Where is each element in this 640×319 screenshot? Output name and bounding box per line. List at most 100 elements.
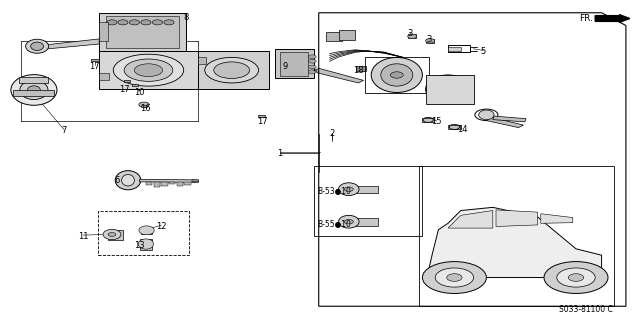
Polygon shape [192,180,198,182]
Text: 12: 12 [156,222,166,231]
Circle shape [141,20,151,25]
Polygon shape [169,182,175,184]
Bar [314,166,422,236]
Text: 2: 2 [329,130,334,138]
Text: 9: 9 [282,63,287,71]
Ellipse shape [103,229,121,240]
Bar [419,166,614,306]
Text: 17: 17 [257,117,268,126]
Text: B-55●10: B-55●10 [317,220,351,229]
Circle shape [426,39,435,43]
Polygon shape [161,182,168,186]
Text: S033-81100 C: S033-81100 C [559,305,613,314]
Polygon shape [99,22,108,41]
Polygon shape [141,105,147,107]
Text: 17: 17 [90,63,100,71]
Polygon shape [496,210,538,226]
Circle shape [129,20,140,25]
Text: B-53●10: B-53●10 [317,187,351,196]
Text: 17: 17 [120,85,130,94]
Ellipse shape [138,239,154,249]
Ellipse shape [214,62,250,78]
Circle shape [344,219,353,224]
Polygon shape [486,117,524,128]
Polygon shape [140,239,152,250]
Ellipse shape [339,183,359,196]
Text: 11: 11 [78,232,88,241]
Polygon shape [280,52,308,76]
Circle shape [164,20,174,25]
Text: 3: 3 [407,29,412,38]
Circle shape [308,70,316,74]
Polygon shape [448,211,493,228]
Polygon shape [355,218,378,226]
Circle shape [544,262,608,293]
Circle shape [308,59,316,63]
Text: 14: 14 [457,125,467,134]
Ellipse shape [139,226,154,235]
Polygon shape [448,47,461,51]
Polygon shape [408,34,416,38]
Polygon shape [132,84,138,86]
Ellipse shape [134,64,163,77]
Polygon shape [448,125,461,129]
Ellipse shape [11,75,57,105]
Polygon shape [177,182,183,186]
Ellipse shape [31,42,44,50]
Circle shape [107,20,117,25]
Polygon shape [146,182,152,185]
Circle shape [108,233,116,236]
Ellipse shape [205,57,259,83]
Circle shape [308,65,316,69]
Polygon shape [108,230,123,240]
Polygon shape [99,73,109,80]
Polygon shape [198,57,206,64]
Ellipse shape [115,171,141,190]
Ellipse shape [434,80,462,98]
Ellipse shape [124,59,173,81]
FancyArrow shape [595,15,630,22]
Circle shape [308,55,316,59]
Ellipse shape [442,85,454,93]
Text: 3: 3 [426,35,431,44]
Polygon shape [106,16,179,48]
Ellipse shape [20,80,48,100]
Bar [98,211,189,255]
Polygon shape [429,207,602,278]
Polygon shape [426,75,474,104]
Ellipse shape [113,54,184,86]
Polygon shape [314,68,364,83]
Polygon shape [140,179,198,182]
Ellipse shape [426,75,470,104]
Text: FR.: FR. [579,14,593,23]
Text: 1: 1 [277,149,282,158]
Polygon shape [275,49,314,78]
Polygon shape [356,66,366,71]
Ellipse shape [28,86,40,94]
Text: 8: 8 [183,13,188,22]
Ellipse shape [122,174,134,186]
Polygon shape [258,115,265,117]
Circle shape [390,72,403,78]
Polygon shape [99,13,186,51]
Polygon shape [355,186,378,193]
Polygon shape [198,51,269,89]
Circle shape [408,34,417,39]
Polygon shape [422,118,434,122]
Circle shape [557,268,595,287]
Text: 10: 10 [134,88,144,97]
Text: 7: 7 [61,126,67,135]
Circle shape [344,187,353,191]
Circle shape [118,20,128,25]
Polygon shape [154,182,160,187]
Text: 13: 13 [134,241,145,250]
Circle shape [152,20,163,25]
Text: 5: 5 [481,47,486,56]
Polygon shape [426,39,434,43]
Polygon shape [42,39,99,49]
Ellipse shape [339,215,359,228]
Polygon shape [141,227,152,234]
Text: 18: 18 [353,66,364,75]
Text: 16: 16 [140,104,150,113]
Circle shape [139,102,149,107]
